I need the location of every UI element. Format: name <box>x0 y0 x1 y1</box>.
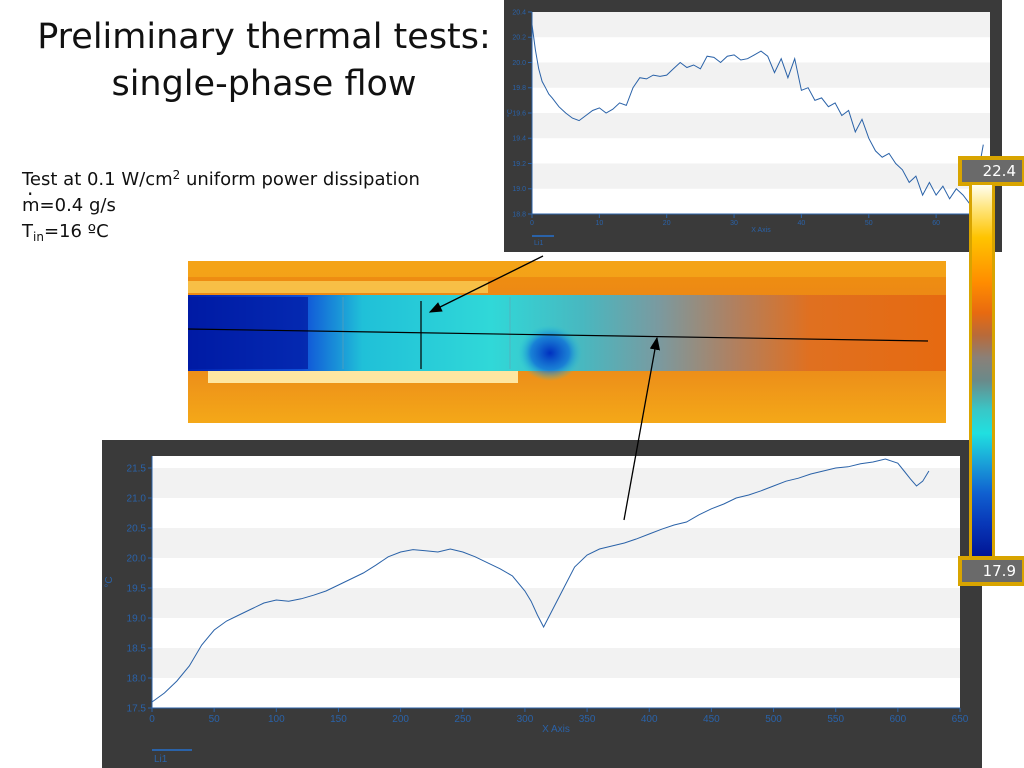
top-edge <box>188 261 946 277</box>
grid-band <box>532 12 990 38</box>
grid-band <box>532 62 990 88</box>
legend-label: Li1 <box>154 754 168 765</box>
y-tick-label: 18.5 <box>127 643 147 654</box>
x-tick-label: 650 <box>952 714 969 725</box>
x-axis-label: X Axis <box>751 227 771 234</box>
y-tick-label: 18.0 <box>127 673 147 684</box>
inlet-cold-zone <box>188 297 308 369</box>
y-tick-label: 19.4 <box>512 136 526 143</box>
x-tick-label: 0 <box>530 220 534 227</box>
cold-spot <box>518 325 582 381</box>
x-tick-label: 500 <box>765 714 782 725</box>
temperature-color-scale: 22.4 17.9 <box>958 152 1024 588</box>
y-tick-label: 19.0 <box>127 613 147 624</box>
lower-hot-strip <box>208 371 518 383</box>
x-tick-label: 300 <box>517 714 534 725</box>
y-tick-label: 18.8 <box>512 211 526 218</box>
grid-band <box>532 163 990 189</box>
y-axis-label: °C <box>104 576 115 587</box>
x-tick-label: 0 <box>149 714 155 725</box>
x-tick-label: 100 <box>268 714 285 725</box>
x-axis-label: X Axis <box>542 724 570 735</box>
series-line-li1 <box>151 458 930 703</box>
y-axis-label: °C <box>506 109 514 117</box>
y-tick-label: 19.2 <box>512 161 526 168</box>
y-tick-label: 21.5 <box>127 463 147 474</box>
x-tick-label: 200 <box>392 714 409 725</box>
power-dissipation-text: Test at 0.1 W/cm2 uniform power dissipat… <box>22 168 420 190</box>
color-scale-bar <box>969 182 995 564</box>
chart-group: 18.8 19.0 19.2 19.4 19.6 19.8 20.0 20.2 20.4 0 10 2… <box>506 9 990 247</box>
arrow-to-vertical-profile <box>428 255 544 313</box>
y-tick-label: 20.0 <box>127 553 147 564</box>
series-line-li1 <box>531 24 984 205</box>
x-tick-label: 250 <box>454 714 471 725</box>
grid-band <box>152 528 960 558</box>
y-tick-label: 20.4 <box>512 9 526 16</box>
slide-title: Preliminary thermal tests: single-phase … <box>0 14 528 108</box>
y-tick-label: 19.5 <box>127 583 147 594</box>
title-line-1: Preliminary thermal tests: <box>37 17 491 57</box>
y-tick-label: 17.5 <box>127 703 147 714</box>
y-tick-label: 19.8 <box>512 85 526 92</box>
test-conditions: Test at 0.1 W/cm2 uniform power dissipat… <box>22 162 420 250</box>
x-tick-label: 60 <box>932 220 940 227</box>
x-tick-label: 350 <box>579 714 596 725</box>
mass-flow-text: m=0.4 g/s <box>22 181 420 219</box>
y-tick-label: 19.6 <box>512 110 526 117</box>
bottom-chart-svg: 17.5 18.0 18.5 19.0 19.5 20.0 20.5 21.0 21.5 0 50 1… <box>104 456 969 765</box>
bottom-temperature-profile-chart: 17.5 18.0 18.5 19.0 19.5 20.0 20.5 21.0 21.5 0 50 1… <box>102 440 982 768</box>
y-tick-label: 21.0 <box>127 493 147 504</box>
title-line-2: single-phase flow <box>111 64 417 104</box>
arrow-to-horizontal-profile <box>623 336 661 521</box>
x-tick-label: 150 <box>330 714 347 725</box>
y-tick-label: 20.2 <box>512 35 526 42</box>
grid-band <box>152 468 960 498</box>
x-tick-label: 450 <box>703 714 720 725</box>
top-temperature-profile-chart: 18.8 19.0 19.2 19.4 19.6 19.8 20.0 20.2 20.4 0 10 2… <box>504 0 1002 252</box>
y-tick-label: 20.5 <box>127 523 147 534</box>
x-tick-label: 400 <box>641 714 658 725</box>
x-tick-label: 40 <box>798 220 806 227</box>
upper-hot-strip <box>188 281 488 293</box>
inlet-temperature-text: Tin=16 ºC <box>22 221 109 244</box>
x-tick-label: 10 <box>595 220 603 227</box>
grid-band <box>532 113 990 139</box>
color-scale-min: 17.9 <box>958 556 1024 586</box>
horizontal-profile-line <box>188 328 929 342</box>
y-tick-label: 19.0 <box>512 186 526 193</box>
x-tick-label: 550 <box>827 714 844 725</box>
thermal-image <box>188 261 946 423</box>
chart-group: 17.5 18.0 18.5 19.0 19.5 20.0 20.5 21.0 21.5 0 50 1… <box>104 456 969 765</box>
x-tick-label: 20 <box>663 220 671 227</box>
x-tick-label: 50 <box>865 220 873 227</box>
legend-label: Li1 <box>534 240 543 247</box>
x-tick-label: 600 <box>890 714 907 725</box>
y-tick-label: 20.0 <box>512 60 526 67</box>
x-tick-label: 30 <box>730 220 738 227</box>
top-chart-svg: 18.8 19.0 19.2 19.4 19.6 19.8 20.0 20.2 20.4 0 10 2… <box>506 9 990 247</box>
grid-band <box>152 648 960 678</box>
x-tick-label: 50 <box>209 714 221 725</box>
